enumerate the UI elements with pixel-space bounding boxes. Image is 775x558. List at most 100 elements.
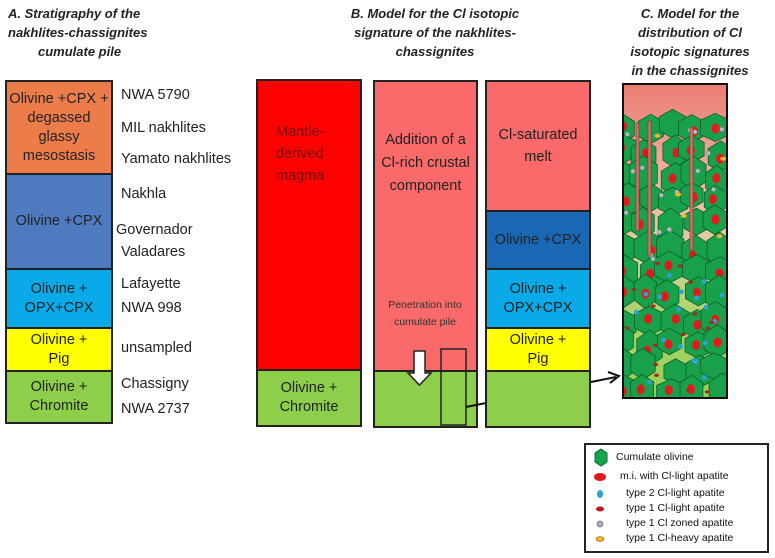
pile-border bbox=[622, 83, 728, 399]
layer-olivine-cpx: Olivine +CPX bbox=[485, 210, 591, 270]
crustal-component: Addition of a Cl-rich crustal component bbox=[373, 80, 478, 372]
type1-cl-light-apatite bbox=[653, 363, 659, 367]
type2-apatite bbox=[647, 379, 652, 385]
melt-inclusion bbox=[713, 337, 722, 348]
melt-channel bbox=[647, 120, 652, 257]
melt-inclusion bbox=[671, 313, 680, 324]
sample-label: unsampled bbox=[121, 340, 192, 356]
cumulate-pile-illustration bbox=[622, 83, 728, 399]
type2-apatite bbox=[678, 343, 684, 349]
zoned-apatite bbox=[719, 126, 725, 132]
type2-apatite-icon bbox=[597, 490, 603, 498]
zoned-apatite-icon bbox=[596, 520, 604, 528]
type2-apatite bbox=[693, 359, 699, 365]
zoned-apatite bbox=[624, 131, 630, 137]
cl-heavy-apatite bbox=[716, 234, 723, 239]
type2-apatite bbox=[661, 337, 666, 343]
zoned-apatite bbox=[666, 226, 672, 232]
type2-apatite bbox=[657, 294, 663, 300]
legend-label: type 1 Cl-light apatite bbox=[626, 502, 725, 514]
melt-inclusion bbox=[693, 320, 702, 331]
layer-olivine-chromite: Olivine + Chromite bbox=[5, 370, 113, 424]
sample-label: MIL nakhlites bbox=[121, 120, 206, 136]
type2-apatite bbox=[701, 374, 707, 380]
zoned-apatite bbox=[711, 186, 717, 192]
title-line: distribution of Cl bbox=[638, 25, 742, 40]
sample-label: Governador bbox=[116, 222, 193, 238]
legend-label: m.i. with Cl-light apatite bbox=[620, 470, 729, 482]
type1-cl-light-apatite bbox=[631, 288, 637, 292]
zoned-apatite bbox=[695, 168, 701, 174]
title-line: cumulate pile bbox=[38, 44, 122, 59]
olivine-chromite: Olivine + Chromite bbox=[256, 369, 362, 427]
melt-inclusion bbox=[712, 173, 721, 184]
panel-a-title: A. Stratigraphy of the nakhlites-chassig… bbox=[0, 4, 258, 61]
panel-c-title: C. Model for the distribution of Cl isot… bbox=[615, 4, 765, 80]
type2-apatite bbox=[633, 309, 639, 315]
title-line: in the chassignites bbox=[631, 63, 749, 78]
legend-label: type 1 Cl-heavy apatite bbox=[626, 532, 734, 544]
layer-olivine-opx-cpx: Olivine + OPX+CPX bbox=[485, 268, 591, 329]
arrow-head-icon bbox=[607, 371, 622, 384]
mantle-magma: Mantle-derived magma bbox=[256, 79, 362, 371]
cl-heavy-apatite bbox=[720, 156, 727, 161]
title-line: B. Model for the Cl isotopic bbox=[350, 6, 520, 21]
type2-apatite bbox=[694, 295, 700, 301]
type1-cl-light-apatite bbox=[709, 320, 715, 324]
type1-cl-light-apatite bbox=[704, 390, 710, 394]
sample-label: NWA 5790 bbox=[121, 87, 190, 103]
legend-label: type 1 Cl zoned apatite bbox=[626, 517, 734, 529]
legend: Cumulate olivine m.i. with Cl-light apat… bbox=[584, 443, 769, 553]
legend-label: type 2 Cl-light apatite bbox=[626, 487, 725, 499]
zoned-apatite bbox=[623, 210, 629, 216]
cl-heavy-apatite bbox=[680, 213, 687, 218]
type2-apatite bbox=[679, 289, 684, 295]
melt-inclusion bbox=[664, 339, 673, 350]
title-line: chassignites bbox=[395, 44, 475, 59]
type1-cl-light-apatite bbox=[652, 343, 658, 347]
type1-cl-light-apatite-icon bbox=[596, 506, 604, 512]
layer-olivine-opx-cpx: Olivine + OPX+CPX bbox=[5, 268, 113, 329]
zoned-apatite bbox=[705, 150, 711, 156]
melt-inclusion bbox=[716, 153, 725, 164]
layer-olivine-pig: Olivine + Pig bbox=[485, 327, 591, 372]
cl-heavy-apatite bbox=[654, 133, 661, 138]
cl-heavy-apatite-icon bbox=[595, 536, 605, 542]
melt-inclusion bbox=[668, 173, 677, 184]
type1-cl-light-apatite bbox=[655, 261, 661, 265]
type1-cl-light-apatite bbox=[680, 333, 686, 337]
sample-label: Nakhla bbox=[121, 186, 167, 202]
type2-apatite bbox=[643, 291, 649, 297]
title-line: nakhlites-chassignites bbox=[8, 25, 148, 40]
title-line: signature of the nakhlites- bbox=[354, 25, 516, 40]
layer-mesostasis: Olivine +CPX + degassed glassy mesostasi… bbox=[5, 80, 113, 175]
melt-inclusion bbox=[711, 123, 720, 134]
type2-apatite bbox=[676, 306, 681, 312]
layer-olivine-cpx: Olivine +CPX bbox=[5, 173, 113, 270]
sample-label: Lafayette bbox=[121, 276, 181, 292]
olivine-crystal bbox=[622, 324, 634, 356]
zoned-apatite bbox=[639, 165, 645, 171]
sample-label: Valadares bbox=[121, 244, 186, 260]
melt-channel bbox=[635, 122, 640, 232]
zoned-apatite bbox=[650, 256, 656, 262]
title-line: C. Model for the bbox=[640, 6, 740, 21]
sample-label: NWA 2737 bbox=[121, 401, 190, 417]
type1-cl-light-apatite bbox=[692, 312, 698, 316]
zoned-apatite bbox=[658, 192, 664, 198]
title-line: isotopic signatures bbox=[630, 44, 750, 59]
type2-apatite bbox=[719, 292, 725, 298]
penetration-note: Penetration into cumulate pile bbox=[388, 299, 462, 328]
olivine-crystal-icon bbox=[594, 448, 608, 467]
legend-label: Cumulate olivine bbox=[616, 451, 694, 463]
melt-inclusion bbox=[644, 313, 653, 324]
zoned-apatite bbox=[692, 129, 698, 135]
melt-inclusion bbox=[660, 291, 669, 302]
melt-inclusion bbox=[636, 384, 645, 395]
melt-channel bbox=[689, 127, 694, 251]
panel-b-title: B. Model for the Cl isotopic signature o… bbox=[300, 4, 570, 61]
type2-apatite bbox=[667, 272, 672, 278]
cumulate-green bbox=[485, 370, 591, 428]
cl-heavy-apatite bbox=[675, 192, 682, 197]
